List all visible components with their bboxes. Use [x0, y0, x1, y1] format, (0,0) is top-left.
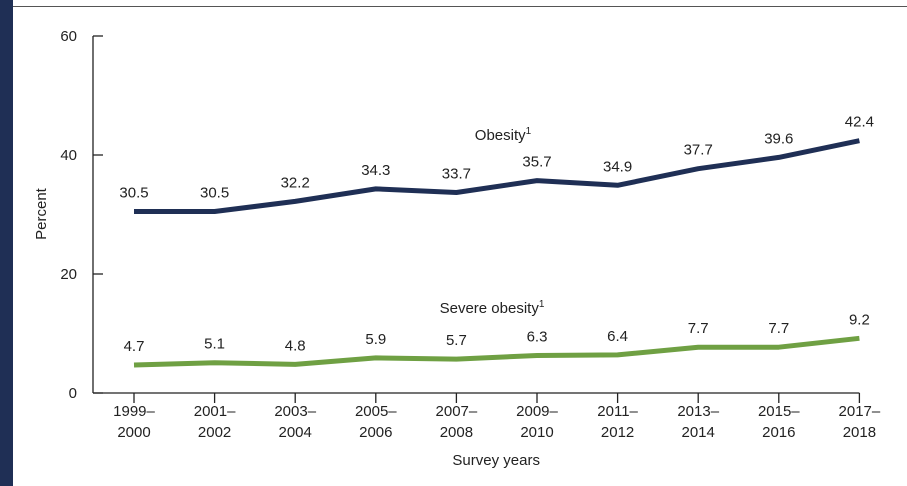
y-axis-title: Percent [33, 187, 50, 240]
x-tick-label: 2006 [359, 424, 392, 441]
left-accent-bar [0, 0, 13, 486]
x-tick-label: 2003– [274, 403, 316, 420]
series-line-obesity [134, 138, 860, 214]
chart-axes [92, 35, 861, 403]
series-label-severe-obesity: Severe obesity1 [440, 299, 545, 317]
data-label: 4.8 [285, 337, 306, 354]
data-label: 30.5 [119, 185, 148, 202]
data-label: 33.7 [442, 165, 471, 182]
data-label: 34.3 [361, 162, 390, 179]
data-label: 34.9 [603, 158, 632, 175]
x-tick-label: 2005– [355, 403, 397, 420]
data-label: 6.3 [527, 329, 548, 346]
data-label: 7.7 [768, 320, 789, 337]
data-label: 7.7 [688, 320, 709, 337]
y-tick-label: 40 [60, 147, 77, 164]
x-tick-label: 2004 [279, 424, 312, 441]
x-tick-label: 2000 [117, 424, 150, 441]
y-tick-label: 60 [60, 28, 77, 45]
x-axis-title: Survey years [452, 452, 540, 469]
data-label: 42.4 [845, 114, 874, 131]
y-tick-labels: 0 20 40 60 [60, 28, 77, 402]
data-label: 5.1 [204, 336, 225, 353]
x-tick-labels: 1999– 2000 2001– 2002 2003– 2004 2005– 2006 2007… [113, 403, 881, 441]
x-tick-label: 2013– [677, 403, 719, 420]
x-tick-label: 1999– [113, 403, 155, 420]
data-label: 30.5 [200, 185, 229, 202]
data-label: 9.2 [849, 311, 870, 328]
series-lines [133, 138, 860, 368]
data-label: 5.7 [446, 332, 467, 349]
x-tick-label: 2012 [601, 424, 634, 441]
data-label: 39.6 [764, 130, 793, 147]
top-divider [13, 6, 907, 7]
series-line-severe-obesity [133, 335, 860, 368]
data-label: 32.2 [281, 174, 310, 191]
data-label: 35.7 [522, 154, 551, 171]
x-tick-label: 2007– [436, 403, 478, 420]
data-label: 6.4 [607, 328, 628, 345]
data-label: 4.7 [124, 338, 145, 355]
x-tick-label: 2009– [516, 403, 558, 420]
x-tick-label: 2017– [839, 403, 881, 420]
x-tick-label: 2001– [194, 403, 236, 420]
x-tick-label: 2008 [440, 424, 473, 441]
x-tick-label: 2016 [762, 424, 795, 441]
y-tick-label: 0 [69, 385, 77, 402]
x-tick-label: 2002 [198, 424, 231, 441]
data-label: 5.9 [365, 331, 386, 348]
x-tick-label: 2015– [758, 403, 800, 420]
x-tick-label: 2014 [682, 424, 715, 441]
data-label: 37.7 [684, 142, 713, 159]
series-labels: Obesity1 Severe obesity1 [440, 126, 545, 317]
series-label-obesity: Obesity1 [475, 126, 532, 144]
x-tick-label: 2011– [597, 403, 638, 420]
data-labels: 30.5 30.5 32.2 34.3 33.7 35.7 34.9 37.7 39.6 42.4… [119, 114, 874, 355]
x-tick-label: 2010 [520, 424, 553, 441]
x-tick-label: 2018 [843, 424, 876, 441]
y-tick-label: 20 [60, 266, 77, 283]
